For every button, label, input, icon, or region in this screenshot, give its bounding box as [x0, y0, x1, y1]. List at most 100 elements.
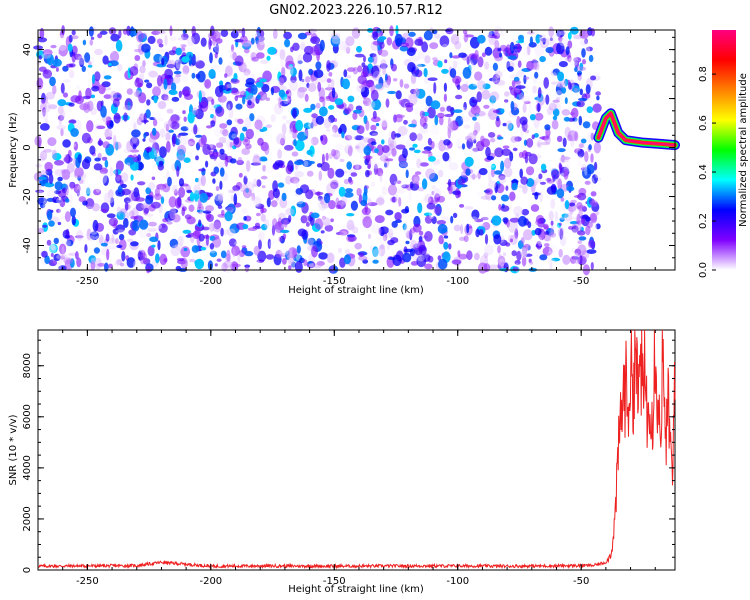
- heat-cell: [82, 183, 93, 195]
- heat-cell: [280, 56, 287, 68]
- heat-cell: [410, 88, 417, 95]
- heat-cell: [180, 126, 189, 132]
- colorbar-label: Normalized spectral amplitude: [738, 73, 749, 227]
- heat-cell: [570, 255, 577, 264]
- heat-cell: [358, 252, 364, 258]
- heat-cell: [100, 105, 107, 118]
- heat-cell: [109, 166, 114, 177]
- y-tick-label: 4000: [22, 455, 33, 480]
- heat-cell: [574, 248, 582, 256]
- heat-cell: [159, 128, 166, 138]
- heat-cell: [121, 188, 131, 196]
- heat-cell: [526, 178, 535, 187]
- heat-cell: [513, 86, 518, 99]
- heat-cell: [423, 67, 428, 78]
- heat-cell: [86, 68, 93, 79]
- heat-cell: [472, 81, 478, 87]
- heat-cell: [231, 44, 234, 53]
- heat-cell: [456, 84, 461, 90]
- heat-cell: [103, 75, 112, 80]
- heat-cell: [569, 206, 574, 215]
- heat-cell: [170, 121, 180, 130]
- heat-cell: [63, 257, 74, 265]
- heat-cell: [595, 211, 600, 216]
- heat-cell: [90, 107, 98, 116]
- heat-cell: [88, 26, 94, 37]
- heat-cell: [564, 78, 569, 87]
- heat-cell: [230, 30, 239, 39]
- heat-cell: [36, 59, 41, 66]
- heat-cell: [486, 113, 493, 117]
- heat-cell: [110, 169, 117, 175]
- heat-cell: [433, 82, 437, 94]
- heat-cell: [585, 84, 591, 95]
- heat-cell: [338, 186, 346, 197]
- heat-cell: [545, 47, 554, 54]
- heat-cell: [161, 93, 169, 101]
- heat-cell: [538, 173, 543, 180]
- heat-cell: [518, 184, 523, 189]
- heat-cell: [416, 133, 423, 141]
- heat-cell: [57, 176, 63, 182]
- heat-cell: [416, 158, 422, 169]
- heat-cell: [500, 108, 505, 114]
- heat-cell: [54, 169, 65, 176]
- heat-cell: [296, 245, 301, 254]
- heat-cell: [228, 228, 236, 237]
- heat-cell: [588, 54, 594, 63]
- heat-cell: [153, 53, 163, 63]
- heat-cell: [564, 57, 572, 62]
- heat-cell: [337, 151, 344, 159]
- heat-cell: [241, 245, 247, 249]
- heat-cell: [515, 85, 526, 89]
- heat-cell: [210, 120, 216, 127]
- heat-cell: [228, 238, 237, 247]
- heat-cell: [272, 188, 280, 199]
- heat-cell: [480, 135, 485, 144]
- heat-cell: [213, 151, 217, 162]
- heat-cell: [560, 197, 565, 202]
- heat-cell: [343, 191, 354, 198]
- heat-cell: [394, 212, 402, 221]
- heat-cell: [164, 96, 170, 101]
- heat-cell: [487, 33, 498, 39]
- heat-cell: [513, 206, 523, 217]
- heat-cell: [384, 162, 388, 168]
- heat-cell: [321, 203, 329, 209]
- y-tick-label: 2000: [22, 506, 33, 531]
- heat-cell: [405, 169, 409, 179]
- heat-cell: [45, 91, 55, 100]
- heat-cell: [170, 55, 180, 64]
- chart-title: GN02.2023.226.10.57.R12: [269, 3, 443, 18]
- heat-cell: [39, 27, 45, 40]
- heat-cell: [116, 211, 126, 220]
- heat-cell: [335, 197, 340, 207]
- heat-cell: [218, 193, 224, 204]
- heat-cell: [226, 83, 232, 89]
- heat-cell: [552, 115, 558, 121]
- heat-cell: [132, 154, 138, 163]
- heat-cell: [38, 55, 43, 60]
- heat-cell: [193, 184, 201, 195]
- heat-cell: [283, 219, 288, 228]
- heat-cell: [414, 63, 422, 69]
- heat-cell: [339, 230, 348, 237]
- heat-cell: [590, 262, 594, 270]
- heat-cell: [387, 239, 395, 246]
- heat-cell: [172, 184, 178, 194]
- heat-cell: [595, 223, 601, 230]
- heat-cell: [544, 243, 550, 247]
- heat-cell: [548, 102, 558, 111]
- heat-cell: [53, 253, 61, 261]
- heat-cell: [42, 81, 46, 87]
- heat-cell: [127, 238, 134, 243]
- heat-cell: [177, 144, 187, 156]
- heat-cell: [184, 214, 192, 220]
- heat-cell: [586, 249, 597, 255]
- heat-cell: [524, 253, 533, 257]
- heat-cell: [315, 115, 325, 125]
- heat-cell: [379, 49, 389, 57]
- heat-cell: [169, 25, 173, 37]
- heat-cell: [310, 36, 321, 45]
- heat-cell: [191, 43, 198, 49]
